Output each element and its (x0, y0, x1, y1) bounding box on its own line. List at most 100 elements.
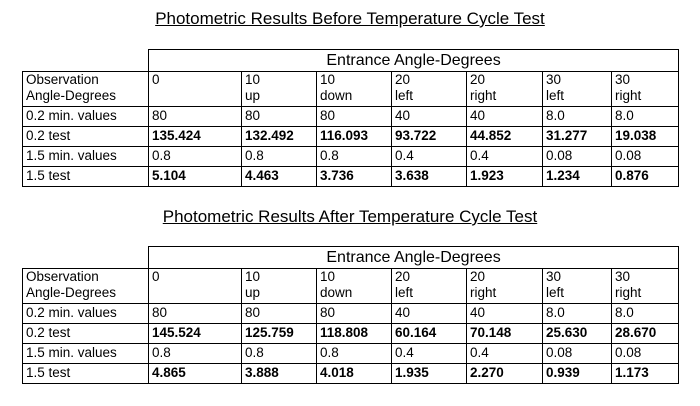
table-cell: 118.808 (316, 323, 392, 344)
column-header-line2: right (470, 285, 497, 300)
column-header: 30 left (542, 268, 612, 304)
column-header: 10 up (241, 268, 317, 304)
table-cell: 93.722 (391, 126, 467, 147)
table-row: 1.5 min. values 0.8 0.8 0.8 0.4 0.4 0.08… (22, 343, 680, 364)
table-cell: 3.638 (391, 166, 467, 187)
table-cell: 2.270 (466, 363, 543, 384)
table-cell: 0.8 (316, 146, 392, 167)
table-cell: 80 (316, 303, 392, 324)
table-cell: 8.0 (542, 303, 612, 324)
table-cell: 0.876 (610, 166, 680, 187)
table-cell: 0.4 (466, 146, 543, 167)
table-cell: 1.923 (466, 166, 543, 187)
table-after: Entrance Angle-Degrees Observation Angle… (22, 246, 680, 384)
table-cell: 0.8 (241, 146, 317, 167)
column-header-line2: left (395, 285, 414, 300)
column-header: 30 right (610, 71, 680, 107)
table-row: 1.5 test 5.104 4.463 3.736 3.638 1.923 1… (22, 166, 680, 187)
row-label: 0.2 test (22, 126, 149, 147)
table-cell: 1.173 (610, 363, 680, 384)
table-cell: 4.865 (148, 363, 242, 384)
entrance-angle-header: Entrance Angle-Degrees (147, 49, 680, 72)
column-header: 20 left (391, 71, 467, 107)
table-cell: 5.104 (148, 166, 242, 187)
column-header: 30 right (610, 268, 680, 304)
table-cell: 0.08 (610, 343, 680, 364)
table-cell: 4.018 (316, 363, 392, 384)
column-header-line2: down (320, 285, 353, 300)
table-cell: 40 (466, 303, 543, 324)
row-label: 1.5 min. values (22, 146, 149, 167)
table-cell: 40 (466, 106, 543, 127)
table-cell: 0.08 (542, 146, 612, 167)
corner-blank (22, 246, 149, 269)
column-header-line2: right (615, 88, 642, 103)
column-header: 20 right (466, 71, 543, 107)
table-cell: 0.8 (316, 343, 392, 364)
table-row: 0.2 min. values 80 80 80 40 40 8.0 8.0 (22, 303, 680, 324)
column-header-line1: 10 (245, 72, 261, 88)
row-label: 1.5 test (22, 166, 149, 187)
table-cell: 3.736 (316, 166, 392, 187)
entrance-angle-header: Entrance Angle-Degrees (147, 246, 680, 269)
column-header-line1: 0 (152, 269, 160, 285)
table-row: 0.2 test 135.424 132.492 116.093 93.722 … (22, 126, 680, 147)
table-cell: 0.4 (466, 343, 543, 364)
table-row: 1.5 test 4.865 3.888 4.018 1.935 2.270 0… (22, 363, 680, 384)
column-header: 0 (148, 71, 242, 107)
column-header: 30 left (542, 71, 612, 107)
table-cell: 19.038 (610, 126, 680, 147)
column-header-line1: 10 (320, 269, 336, 285)
column-header-line1: 20 (470, 72, 486, 88)
table-cell: 0.8 (241, 343, 317, 364)
column-header-line2: up (245, 285, 261, 300)
column-header-line2: up (245, 88, 261, 103)
table-cell: 0.4 (391, 343, 467, 364)
observation-header-line2: Angle-Degrees (26, 285, 117, 300)
table-cell: 0.939 (542, 363, 612, 384)
observation-header-line2: Angle-Degrees (26, 88, 117, 103)
table-row: 0.2 min. values 80 80 80 40 40 8.0 8.0 (22, 106, 680, 127)
table-cell: 0.08 (610, 146, 680, 167)
observation-header-line1: Observation (26, 269, 99, 285)
table-cell: 70.148 (466, 323, 543, 344)
table-cell: 40 (391, 106, 467, 127)
table-cell: 0.4 (391, 146, 467, 167)
column-header-line1: 10 (245, 269, 261, 285)
column-header-line2: down (320, 88, 353, 103)
table-cell: 1.234 (542, 166, 612, 187)
column-header: 20 left (391, 268, 467, 304)
table-cell: 8.0 (542, 106, 612, 127)
table-cell: 0.8 (148, 146, 242, 167)
table-cell: 4.463 (241, 166, 317, 187)
column-header-line1: 30 (546, 72, 562, 88)
column-header-line1: 30 (615, 72, 631, 88)
table-cell: 125.759 (241, 323, 317, 344)
table-cell: 116.093 (316, 126, 392, 147)
table-cell: 80 (241, 303, 317, 324)
column-header: 20 right (466, 268, 543, 304)
column-header-line2: left (395, 88, 414, 103)
column-header-line2: right (615, 285, 642, 300)
table-cell: 3.888 (241, 363, 317, 384)
row-label: 0.2 test (22, 323, 149, 344)
table-row: 1.5 min. values 0.8 0.8 0.8 0.4 0.4 0.08… (22, 146, 680, 167)
table-cell: 25.630 (542, 323, 612, 344)
title-after: Photometric Results After Temperature Cy… (162, 207, 538, 226)
row-label: 0.2 min. values (22, 106, 149, 127)
column-header-line1: 20 (395, 72, 411, 88)
column-header-line1: 20 (470, 269, 486, 285)
table-cell: 1.935 (391, 363, 467, 384)
table-cell: 31.277 (542, 126, 612, 147)
column-header: 10 down (316, 71, 392, 107)
row-label: 1.5 test (22, 363, 149, 384)
table-cell: 8.0 (610, 106, 680, 127)
column-header-line1: 10 (320, 72, 336, 88)
corner-blank (22, 49, 149, 72)
table-cell: 60.164 (391, 323, 467, 344)
column-header-line1: 0 (152, 72, 160, 88)
title-before: Photometric Results Before Temperature C… (155, 9, 545, 28)
column-header: 10 down (316, 268, 392, 304)
row-label: 1.5 min. values (22, 343, 149, 364)
table-cell: 28.670 (610, 323, 680, 344)
